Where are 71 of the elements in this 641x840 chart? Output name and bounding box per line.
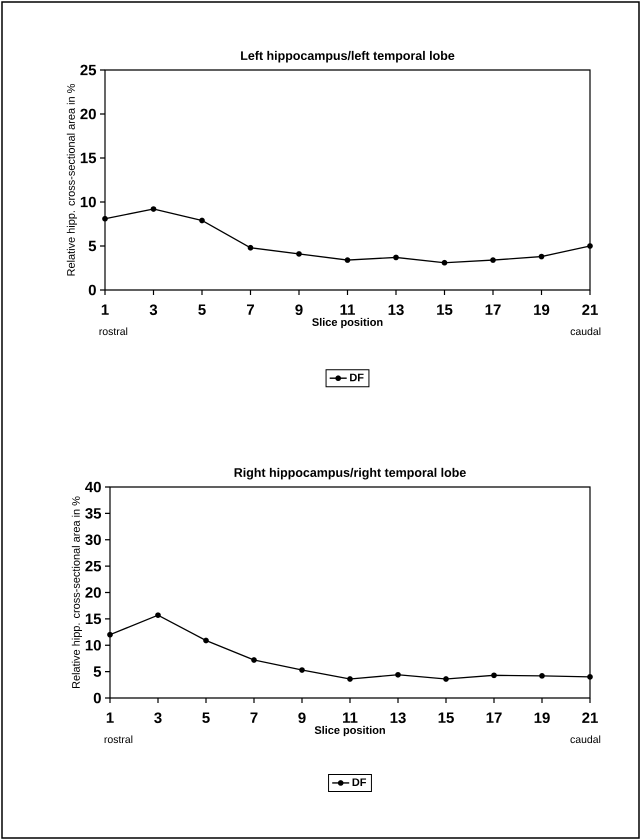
y-tick-label: 20 (85, 587, 101, 598)
y-tick-label: 5 (88, 240, 96, 252)
point (299, 667, 305, 673)
y-tick-label: 0 (88, 284, 96, 296)
x-tick-label: 21 (582, 712, 598, 723)
y-tick-label: 0 (94, 692, 101, 704)
point (539, 672, 545, 679)
point (107, 632, 113, 638)
x-tick-label: 13 (388, 304, 404, 316)
text: rostral (100, 327, 128, 336)
y-tick-label: 15 (80, 152, 96, 164)
y-tick-label: 25 (80, 64, 96, 76)
x-tick-label: 1 (102, 304, 109, 315)
x-tick-label: 3 (154, 712, 162, 724)
point (442, 260, 448, 266)
y-tick-label: 10 (86, 640, 101, 651)
text: caudal (570, 327, 600, 336)
y-tick-label: 15 (86, 614, 102, 624)
x-tick-label: 7 (250, 712, 258, 723)
point (102, 216, 108, 222)
x-axis-title: Slice position (314, 726, 385, 736)
point (199, 218, 205, 224)
point (344, 257, 350, 263)
y-axis-title: Relative hipp. cross-sectional area in % (66, 84, 78, 276)
point (393, 254, 399, 260)
x-tick-label: 15 (437, 304, 452, 315)
point (538, 254, 544, 260)
point (150, 206, 156, 212)
x-tick-label: 19 (534, 712, 550, 724)
y-tick-label: 10 (80, 196, 96, 208)
x-tick-label: 17 (486, 304, 501, 315)
y-axis-title: Relative hipp. cross-sectional area in % (72, 496, 82, 688)
chart-title: Left hippocampus/left temporal lobe (241, 50, 454, 62)
point (443, 676, 449, 682)
x-tick-label: 9 (298, 712, 306, 724)
point (251, 657, 257, 663)
point (491, 672, 497, 678)
text: rostral (104, 735, 132, 744)
legend-label: DF (352, 778, 366, 786)
y-tick-label: 30 (85, 534, 101, 546)
x-tick-label: 11 (340, 304, 355, 315)
y-tick-label: 20 (80, 108, 96, 120)
x-tick-label: 1 (106, 712, 114, 723)
y-tick-label: 40 (85, 482, 101, 492)
x-tick-label: 7 (246, 304, 254, 315)
x-tick-label: 9 (295, 304, 303, 316)
chart-title: Right hippocampus/right temporal lobe (234, 468, 466, 480)
x-tick-label: 13 (390, 712, 406, 724)
y-tick-label: 25 (85, 560, 102, 572)
x-axis-title: Slice position (312, 318, 382, 328)
text: caudal (570, 735, 600, 744)
x-tick-label: 5 (198, 304, 206, 315)
point (587, 674, 593, 680)
point (347, 676, 353, 682)
point (395, 672, 401, 678)
point (248, 244, 254, 251)
x-tick-label: 21 (582, 304, 598, 315)
x-tick-label: 19 (534, 304, 550, 316)
x-tick-label: 3 (150, 304, 158, 316)
legend-label: DF (350, 374, 364, 382)
point (587, 243, 593, 249)
point (203, 638, 209, 644)
x-tick-label: 17 (486, 712, 502, 723)
y-tick-label: 35 (85, 508, 102, 519)
point (155, 612, 161, 618)
point (490, 257, 496, 263)
x-tick-label: 5 (202, 712, 210, 723)
x-tick-label: 11 (343, 712, 358, 723)
y-tick-label: 5 (94, 666, 102, 677)
point (296, 251, 302, 257)
x-tick-label: 15 (438, 712, 454, 723)
